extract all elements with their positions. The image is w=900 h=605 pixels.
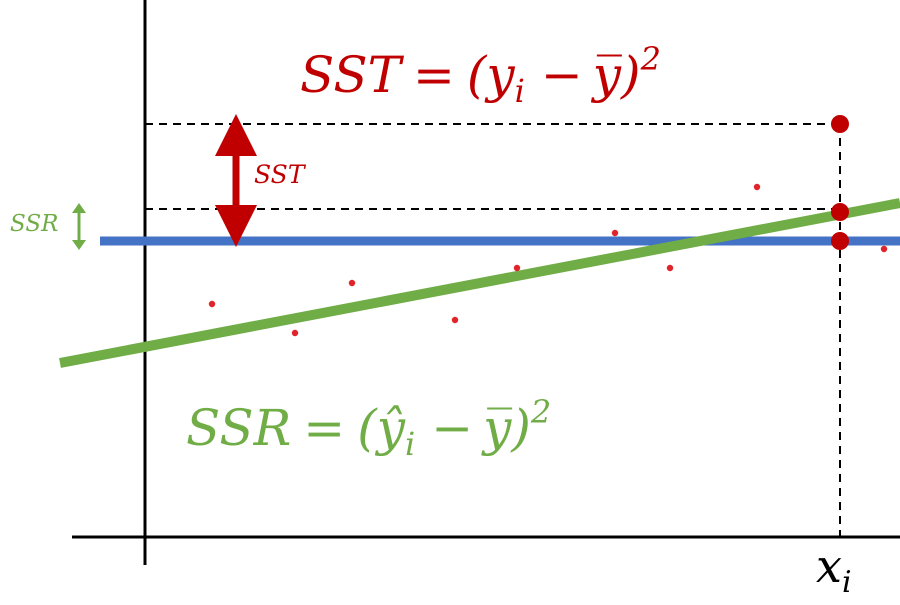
data-point xyxy=(611,229,619,237)
data-point xyxy=(208,300,216,308)
data-point xyxy=(880,245,888,253)
ssr-double-arrow xyxy=(72,203,86,250)
regression-line xyxy=(59,198,900,368)
data-point xyxy=(666,264,674,272)
data-point xyxy=(451,316,459,324)
ssr-arrow-label: SSR xyxy=(10,211,58,237)
fitted-point-yhat xyxy=(831,203,849,221)
data-point xyxy=(753,183,761,191)
data-point xyxy=(513,264,521,272)
mean-point-ybar xyxy=(831,232,849,250)
sst-arrow-label: SST xyxy=(254,160,307,189)
data-point xyxy=(348,279,356,287)
x-axis-tick-label: xi xyxy=(816,539,852,600)
data-point xyxy=(291,329,299,337)
sst-equation: SST = (yi − y̅)2 xyxy=(300,40,661,110)
observed-point-yi xyxy=(831,115,849,133)
ssr-equation: SSR = (ŷi − y̅)2 xyxy=(186,393,551,463)
data-points xyxy=(208,183,888,337)
